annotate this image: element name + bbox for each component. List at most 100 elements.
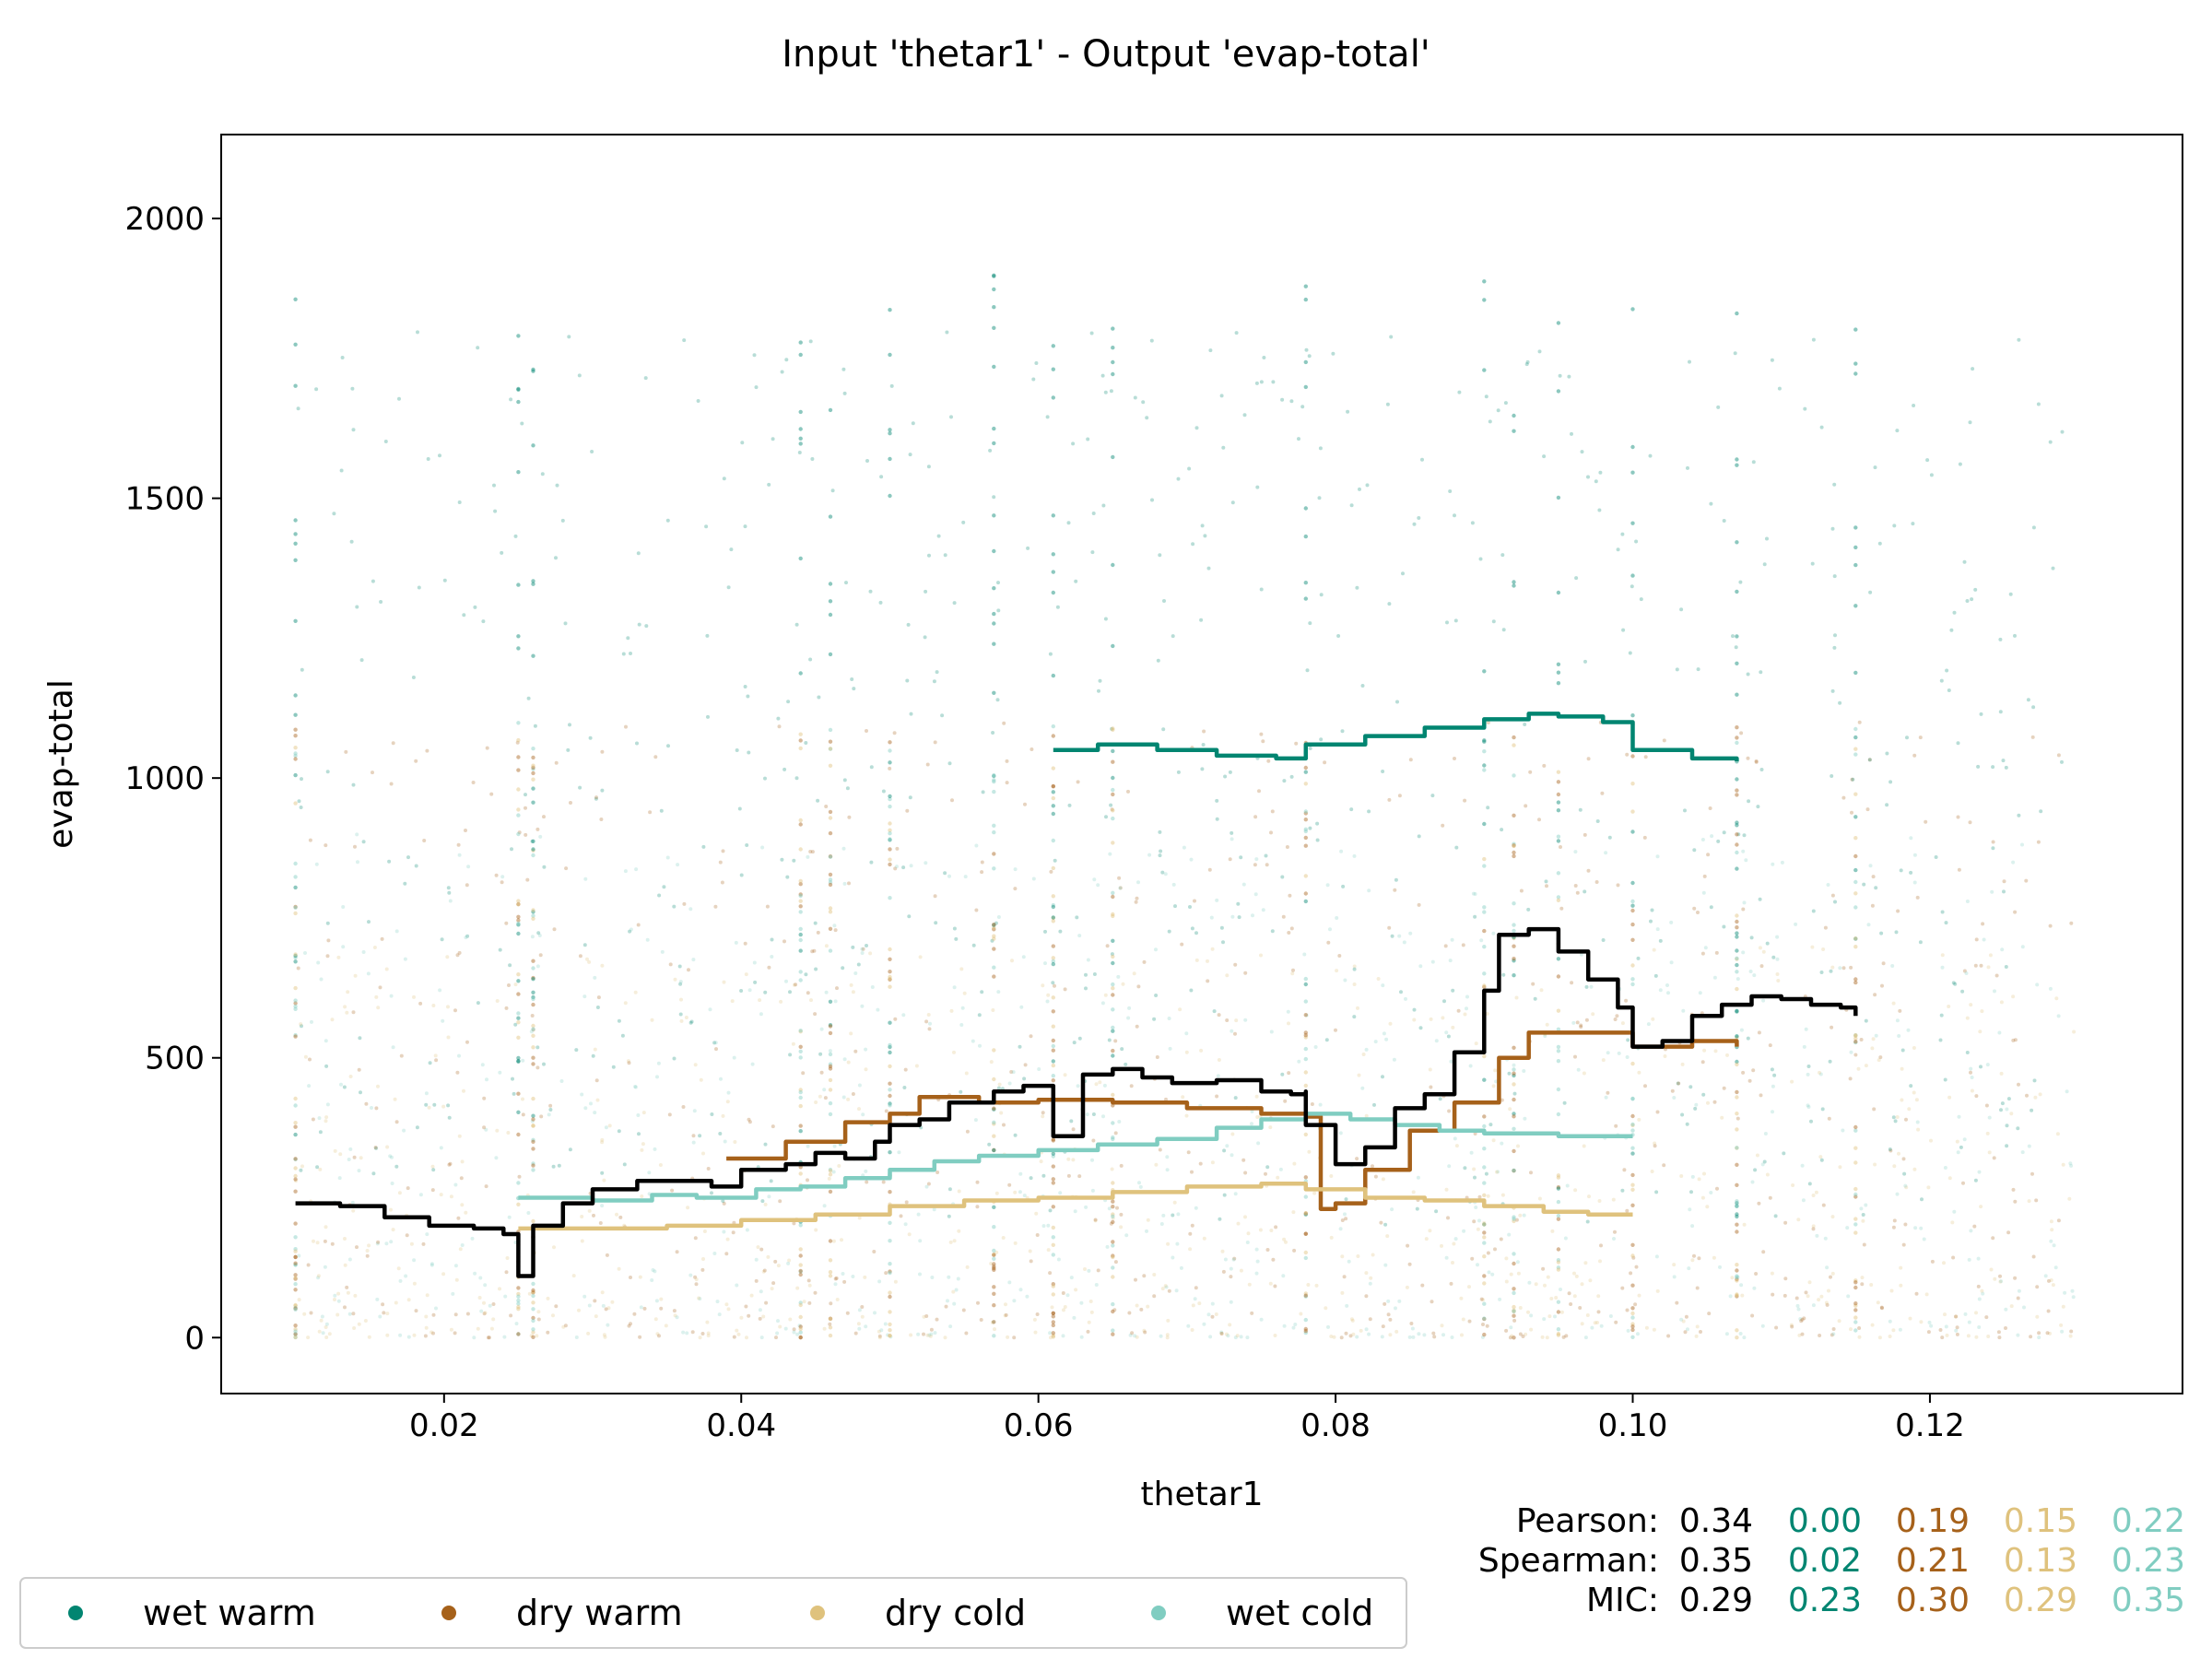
scatter-point	[1512, 1335, 1516, 1340]
scatter-point	[1160, 870, 1165, 875]
scatter-point	[688, 1020, 693, 1025]
scatter-point	[1303, 982, 1309, 987]
scatter-point	[849, 982, 853, 987]
scatter-point	[1556, 800, 1561, 805]
scatter-point	[1111, 643, 1115, 649]
scatter-point	[860, 1004, 865, 1008]
scatter-point	[531, 765, 535, 770]
scatter-point	[710, 1191, 713, 1195]
scatter-point	[842, 778, 847, 782]
scatter-point	[1348, 1334, 1353, 1338]
scatter-point	[888, 428, 892, 432]
scatter-point	[1630, 903, 1635, 908]
scatter-point	[2038, 1092, 2042, 1097]
scatter-point	[516, 1091, 521, 1096]
scatter-point	[928, 1021, 932, 1026]
scatter-point	[844, 581, 848, 585]
scatter-point	[1630, 1151, 1635, 1156]
scatter-point	[1161, 1213, 1166, 1218]
scatter-point	[629, 927, 633, 932]
scatter-point	[754, 1278, 759, 1283]
scatter-point	[1818, 1334, 1822, 1337]
scatter-point	[705, 1320, 710, 1324]
scatter-point	[1381, 983, 1385, 988]
scatter-point	[531, 582, 535, 586]
scatter-point	[1111, 1254, 1115, 1260]
scatter-point	[638, 1335, 642, 1339]
scatter-point	[773, 1259, 778, 1264]
scatter-point	[1630, 521, 1635, 525]
scatter-point	[1993, 989, 1996, 994]
scatter-point	[485, 746, 489, 750]
scatter-point	[1233, 1031, 1237, 1036]
scatter-point	[293, 875, 298, 879]
scatter-point	[1303, 581, 1309, 585]
scatter-point	[1949, 628, 1954, 632]
scatter-point	[293, 1189, 298, 1194]
scatter-point	[1405, 1285, 1409, 1289]
scatter-point	[1828, 1059, 1832, 1064]
scatter-point	[791, 1041, 795, 1046]
scatter-point	[1654, 1190, 1659, 1194]
scatter-point	[516, 1059, 521, 1065]
scatter-point	[1219, 1330, 1224, 1335]
scatter-point	[1303, 1293, 1309, 1298]
scatter-point	[1482, 945, 1487, 949]
scatter-point	[299, 806, 303, 809]
scatter-point	[1029, 1034, 1033, 1039]
scatter-point	[1410, 1326, 1415, 1331]
scatter-point	[361, 840, 366, 844]
scatter-point	[888, 1050, 892, 1055]
scatter-point	[423, 1334, 428, 1338]
scatter-point	[797, 451, 802, 454]
scatter-point	[516, 1055, 521, 1061]
scatter-point	[1115, 1206, 1119, 1210]
scatter-point	[828, 1112, 833, 1117]
scatter-point	[1915, 895, 1920, 900]
scatter-point	[296, 406, 300, 411]
scatter-point	[1077, 1174, 1082, 1179]
scatter-point	[845, 786, 850, 791]
scatter-point	[542, 1062, 546, 1066]
scatter-point	[1206, 1312, 1211, 1317]
scatter-point	[1303, 1211, 1309, 1216]
scatter-point	[994, 1250, 999, 1254]
scatter-point	[828, 747, 833, 751]
scatter-point	[1051, 1138, 1056, 1143]
scatter-point	[359, 658, 364, 663]
scatter-point	[594, 796, 598, 801]
scatter-point	[1901, 1157, 1906, 1161]
scatter-point	[1741, 1070, 1746, 1075]
scatter-point	[531, 910, 535, 914]
scatter-point	[1051, 1059, 1056, 1064]
scatter-point	[567, 335, 571, 339]
scatter-point	[531, 777, 535, 782]
scatter-point	[828, 1333, 833, 1338]
scatter-point	[293, 1221, 298, 1226]
scatter-point	[1853, 752, 1858, 757]
scatter-point	[2049, 1239, 2053, 1243]
scatter-point	[1630, 1242, 1635, 1248]
scatter-point	[516, 1298, 521, 1303]
scatter-point	[1630, 573, 1635, 578]
scatter-point	[1539, 988, 1544, 993]
scatter-point	[1961, 1181, 1965, 1185]
scatter-point	[697, 1296, 701, 1300]
scatter-point	[888, 1294, 892, 1300]
scatter-point	[929, 1332, 934, 1336]
scatter-point	[1823, 1236, 1828, 1241]
scatter-point	[1735, 832, 1739, 837]
scatter-point	[1643, 1084, 1647, 1088]
scatter-point	[1110, 952, 1114, 957]
scatter-point	[1482, 1147, 1487, 1151]
scatter-point	[1853, 371, 1858, 376]
scatter-point	[735, 1328, 739, 1333]
scatter-point	[1371, 1253, 1375, 1257]
scatter-point	[814, 1228, 818, 1232]
scatter-point	[1821, 947, 1826, 951]
scatter-point	[798, 899, 803, 903]
scatter-point	[1453, 618, 1458, 623]
scatter-point	[1754, 759, 1759, 764]
scatter-point	[1045, 415, 1050, 419]
scatter-point	[673, 977, 677, 982]
